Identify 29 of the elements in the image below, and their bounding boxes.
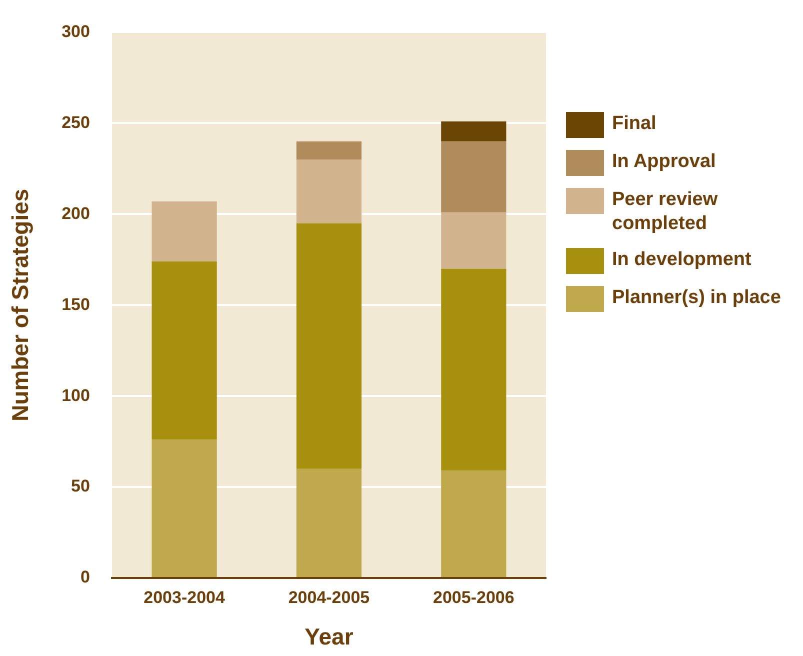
bar xyxy=(441,141,506,212)
x-tick-label: 2005-2006 xyxy=(433,588,514,607)
y-tick-label: 250 xyxy=(62,112,90,132)
y-tick-label: 200 xyxy=(62,204,90,223)
x-tick-label: 2004-2005 xyxy=(288,588,370,607)
y-tick-label: 300 xyxy=(62,22,90,41)
legend-label: In Approval xyxy=(612,150,716,174)
y-axis-title: Number of Strategies xyxy=(7,188,34,422)
bar xyxy=(296,160,362,224)
y-tick-label: 100 xyxy=(62,386,90,405)
legend-label: Peer review completed xyxy=(612,188,719,236)
legend-label: Final xyxy=(612,112,656,136)
legend-label: Planner(s) in place xyxy=(612,286,781,310)
bar xyxy=(296,468,362,577)
bar xyxy=(152,201,217,262)
bar xyxy=(296,141,362,160)
bar xyxy=(152,261,217,440)
y-tick-label: 0 xyxy=(80,568,90,587)
y-tick-label: 150 xyxy=(62,294,90,314)
bar xyxy=(296,223,362,469)
bar xyxy=(441,212,506,269)
bar xyxy=(441,268,506,471)
y-tick-label: 50 xyxy=(71,476,90,496)
x-axis-title: Year xyxy=(304,624,354,650)
bar xyxy=(152,440,217,577)
bar xyxy=(441,121,506,142)
bar xyxy=(441,470,506,577)
x-tick-label: 2003-2004 xyxy=(144,588,226,607)
legend-label: In development xyxy=(612,248,752,272)
